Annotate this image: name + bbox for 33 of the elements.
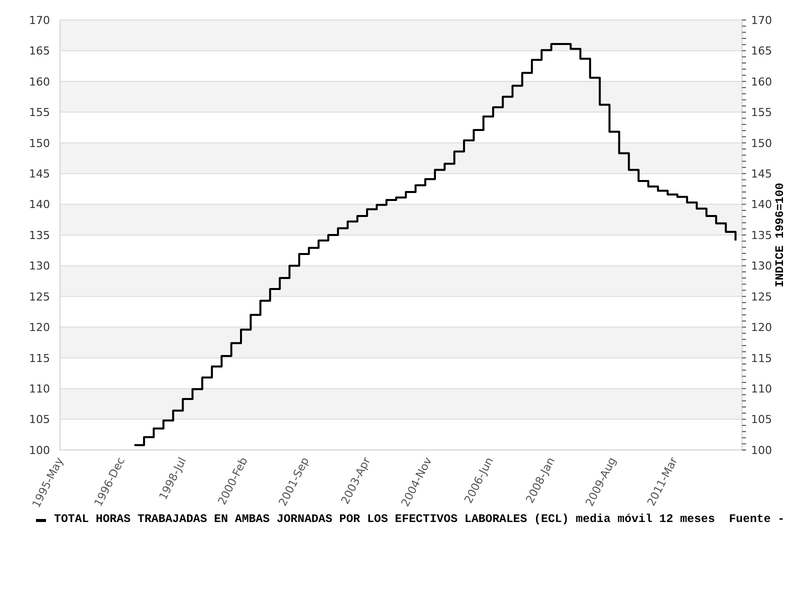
y-tick-label: 115 — [29, 352, 50, 365]
y2-tick-label: 140 — [751, 198, 772, 212]
y2-tick-label: 120 — [751, 321, 772, 334]
y-tick-label: 140 — [29, 198, 50, 212]
y2-axis-title: INDICE 1996=100 — [774, 182, 787, 288]
y-tick-label: 110 — [29, 382, 50, 396]
y-tick-label: 100 — [29, 444, 50, 457]
y-tick-label: 130 — [29, 260, 50, 273]
y2-tick-label: 110 — [751, 382, 772, 396]
y-tick-label: 165 — [29, 44, 50, 58]
y2-tick-label: 165 — [751, 44, 772, 58]
y-tick-label: 145 — [29, 167, 50, 180]
source-note: Fuente - — [728, 513, 785, 526]
y-tick-label: 155 — [29, 106, 50, 120]
y-tick-label: 135 — [29, 228, 50, 242]
y-tick-label: 150 — [29, 136, 50, 150]
y-tick-label: 105 — [29, 413, 50, 426]
y-tick-label: 120 — [29, 321, 50, 334]
y2-tick-label: 135 — [751, 228, 772, 242]
y2-tick-label: 145 — [751, 167, 772, 180]
y2-tick-label: 125 — [751, 290, 772, 304]
y2-tick-label: 115 — [751, 352, 772, 365]
y2-tick-label: 150 — [751, 136, 772, 150]
legend-label: TOTAL HORAS TRABAJADAS EN AMBAS JORNADAS POR LOS EFECTIVOS LABORALES (ECL) media móvil 12 meses — [54, 513, 715, 526]
y-tick-label: 160 — [29, 75, 50, 88]
y2-tick-label: 155 — [751, 106, 772, 120]
y-tick-label: 125 — [29, 290, 50, 304]
y2-tick-label: 100 — [751, 444, 772, 457]
y2-tick-label: 105 — [751, 413, 772, 426]
y2-tick-label: 130 — [751, 260, 772, 273]
y-tick-label: 170 — [29, 14, 50, 27]
y2-tick-label: 160 — [751, 75, 772, 88]
y2-tick-label: 170 — [751, 14, 772, 27]
